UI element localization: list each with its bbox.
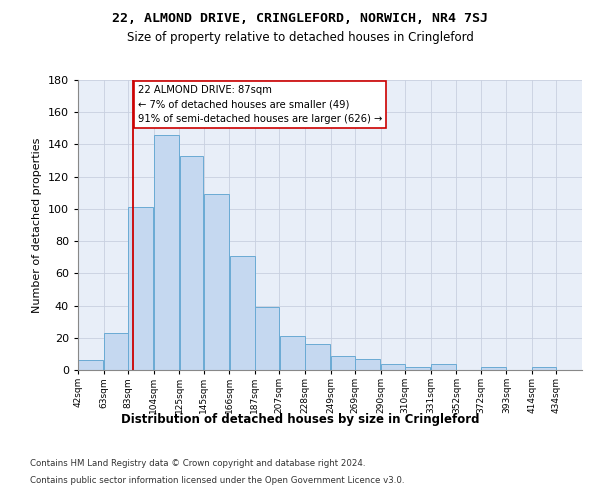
Bar [179, 156, 203, 370]
Bar [355, 358, 380, 370]
Text: Size of property relative to detached houses in Cringleford: Size of property relative to detached ho… [127, 32, 473, 44]
Bar [79, 360, 103, 370]
Bar [406, 367, 430, 370]
Bar [431, 364, 456, 370]
Bar [532, 367, 556, 370]
Bar [280, 336, 305, 370]
Text: 22, ALMOND DRIVE, CRINGLEFORD, NORWICH, NR4 7SJ: 22, ALMOND DRIVE, CRINGLEFORD, NORWICH, … [112, 12, 488, 26]
Bar [104, 333, 128, 370]
Text: 22 ALMOND DRIVE: 87sqm
← 7% of detached houses are smaller (49)
91% of semi-deta: 22 ALMOND DRIVE: 87sqm ← 7% of detached … [138, 85, 382, 124]
Text: Contains public sector information licensed under the Open Government Licence v3: Contains public sector information licen… [30, 476, 404, 485]
Y-axis label: Number of detached properties: Number of detached properties [32, 138, 42, 312]
Bar [230, 256, 254, 370]
Bar [154, 135, 179, 370]
Bar [305, 344, 330, 370]
Bar [128, 208, 153, 370]
Bar [481, 367, 506, 370]
Bar [331, 356, 355, 370]
Text: Contains HM Land Registry data © Crown copyright and database right 2024.: Contains HM Land Registry data © Crown c… [30, 458, 365, 468]
Bar [204, 194, 229, 370]
Text: Distribution of detached houses by size in Cringleford: Distribution of detached houses by size … [121, 412, 479, 426]
Bar [256, 307, 279, 370]
Bar [381, 364, 404, 370]
